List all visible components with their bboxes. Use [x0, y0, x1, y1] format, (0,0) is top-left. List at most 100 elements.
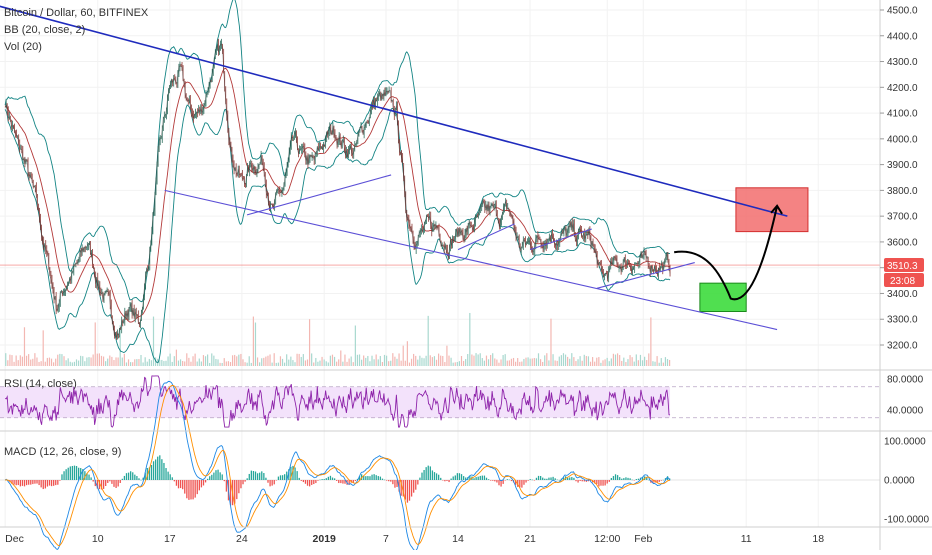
macd-histogram-bar — [69, 466, 71, 480]
volume-bar — [161, 359, 163, 366]
volume-bar — [562, 353, 565, 366]
volume-bar — [550, 318, 552, 366]
volume-bar — [65, 360, 67, 366]
volume-bar — [433, 356, 436, 366]
volume-bar — [664, 357, 667, 366]
volume-bar — [410, 358, 413, 366]
rsi-axis[interactable]: 80.0000 40.0000 — [887, 375, 924, 417]
price-axis[interactable]: 4500.0 4400.0 4300.0 4200.0 4100.0 4000.0 3900… — [880, 6, 918, 352]
macd-axis[interactable]: 100.0000 0.0000 -100.0000 — [884, 437, 929, 526]
volume-bar — [477, 354, 479, 366]
macd-histogram-bar — [527, 480, 529, 481]
volume-bar — [286, 354, 288, 366]
time-tick-label: 7 — [383, 533, 389, 545]
price-tick-label: 3800.0 — [887, 186, 918, 197]
macd-histogram-bar — [525, 480, 527, 483]
macd-histogram-bar — [485, 477, 488, 480]
macd-histogram-bar — [184, 480, 186, 494]
volume-bar — [107, 358, 109, 366]
macd-histogram-bar — [263, 473, 265, 480]
bb-legend[interactable]: BB (20, close, 2) — [4, 24, 85, 36]
macd-histogram-bar — [602, 480, 604, 486]
macd-histogram-bar — [229, 480, 232, 506]
volume-bar — [506, 360, 508, 366]
volume-bar — [408, 362, 411, 366]
volume-bar — [462, 360, 465, 366]
time-tick-label: Dec — [5, 533, 24, 545]
macd-histogram-bar — [594, 480, 596, 484]
macd-histogram-bar — [390, 480, 392, 482]
macd-histogram-bar — [500, 480, 502, 487]
macd-histogram-bar — [63, 471, 65, 480]
symbol-title[interactable]: Bitcoin / Dollar, 60, BITFINEX — [4, 7, 149, 19]
macd-histogram-bar — [163, 462, 165, 480]
volume-bar — [631, 357, 633, 366]
macd-histogram-bar — [460, 474, 463, 480]
price-tick-label: 3200.0 — [887, 341, 918, 352]
volume-bar — [275, 362, 277, 366]
volume-bar — [59, 353, 61, 366]
macd-legend[interactable]: MACD (12, 26, close, 9) — [4, 446, 121, 458]
macd-histogram-bar — [431, 470, 434, 480]
macd-histogram-bar — [583, 480, 585, 482]
drawing-annotations[interactable] — [0, 2, 809, 331]
macd-histogram-bar — [388, 480, 390, 482]
volume-bar — [423, 358, 425, 366]
macd-histogram-bar — [269, 480, 271, 487]
macd-histogram-bar — [204, 480, 207, 483]
volume-bar — [269, 354, 271, 366]
bollinger-bands — [4, 0, 671, 364]
volume-bar — [229, 361, 232, 366]
macd-histogram-bar — [425, 467, 427, 480]
volume-bar — [641, 360, 644, 366]
volume-bar — [294, 362, 296, 366]
volume-bar — [544, 355, 546, 366]
macd-histogram-bar — [571, 477, 573, 480]
macd-histogram-bar — [369, 476, 371, 480]
volume-bar — [308, 319, 311, 366]
volume-bar — [152, 316, 155, 366]
volume-bar — [23, 327, 26, 366]
macd-histogram-bar — [13, 480, 15, 485]
macd-histogram-bar — [271, 480, 273, 486]
time-axis[interactable]: Dec 10 17 24 2019 7 14 21 12:00 Feb 11 18 — [5, 533, 824, 545]
macd-histogram-bar — [159, 455, 161, 480]
volume-bar — [556, 360, 558, 366]
macd-histogram-bar — [50, 480, 53, 487]
volume-bar — [271, 362, 273, 366]
volume-bars — [5, 312, 671, 366]
main-legend[interactable]: Bitcoin / Dollar, 60, BITFINEX BB (20, c… — [4, 7, 149, 53]
macd-histogram-bar — [311, 480, 313, 485]
volume-bar — [329, 355, 331, 366]
macd-histogram-bar — [146, 467, 148, 480]
macd-histogram-bar — [581, 480, 583, 482]
volume-bar — [50, 358, 53, 366]
volume-bar — [53, 362, 55, 366]
volume-bar — [321, 356, 323, 366]
price-tick-label: 4300.0 — [887, 57, 918, 68]
volume-bar — [169, 353, 171, 366]
macd-histogram-bar — [177, 480, 180, 489]
volume-legend[interactable]: Vol (20) — [4, 41, 42, 53]
macd-histogram-bar — [304, 480, 307, 484]
price-tick-label: 4000.0 — [887, 134, 918, 145]
macd-histogram-bar — [531, 479, 533, 481]
macd-histogram-bar — [19, 480, 22, 487]
macd-histogram-bar — [502, 480, 504, 484]
macd-histogram-bar — [442, 480, 444, 481]
volume-bar — [119, 325, 121, 366]
volume-bar — [186, 353, 188, 366]
volume-bar — [652, 361, 654, 366]
macd-histogram-bar — [363, 475, 365, 480]
macd-histogram-bar — [265, 477, 267, 480]
macd-histogram-bar — [567, 477, 569, 480]
macd-histogram-bar — [215, 470, 217, 480]
macd-histogram-bar — [408, 480, 411, 501]
volume-bar — [616, 353, 619, 366]
rsi-legend[interactable]: RSI (14, close) — [4, 378, 77, 390]
volume-bar — [277, 362, 279, 366]
macd-histogram-bar — [458, 473, 461, 480]
volume-bar — [302, 354, 304, 366]
